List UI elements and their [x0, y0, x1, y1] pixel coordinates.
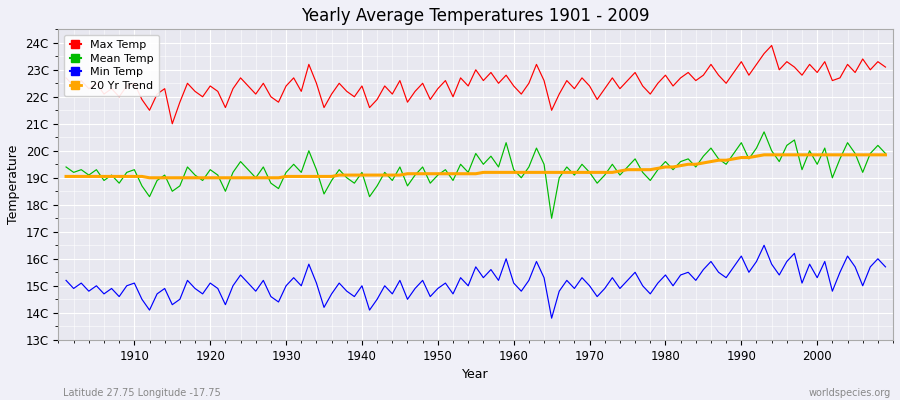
Y-axis label: Temperature: Temperature: [7, 145, 20, 224]
Text: Latitude 27.75 Longitude -17.75: Latitude 27.75 Longitude -17.75: [63, 388, 220, 398]
Text: worldspecies.org: worldspecies.org: [809, 388, 891, 398]
Legend: Max Temp, Mean Temp, Min Temp, 20 Yr Trend: Max Temp, Mean Temp, Min Temp, 20 Yr Tre…: [64, 35, 158, 96]
X-axis label: Year: Year: [463, 368, 489, 381]
Title: Yearly Average Temperatures 1901 - 2009: Yearly Average Temperatures 1901 - 2009: [302, 7, 650, 25]
